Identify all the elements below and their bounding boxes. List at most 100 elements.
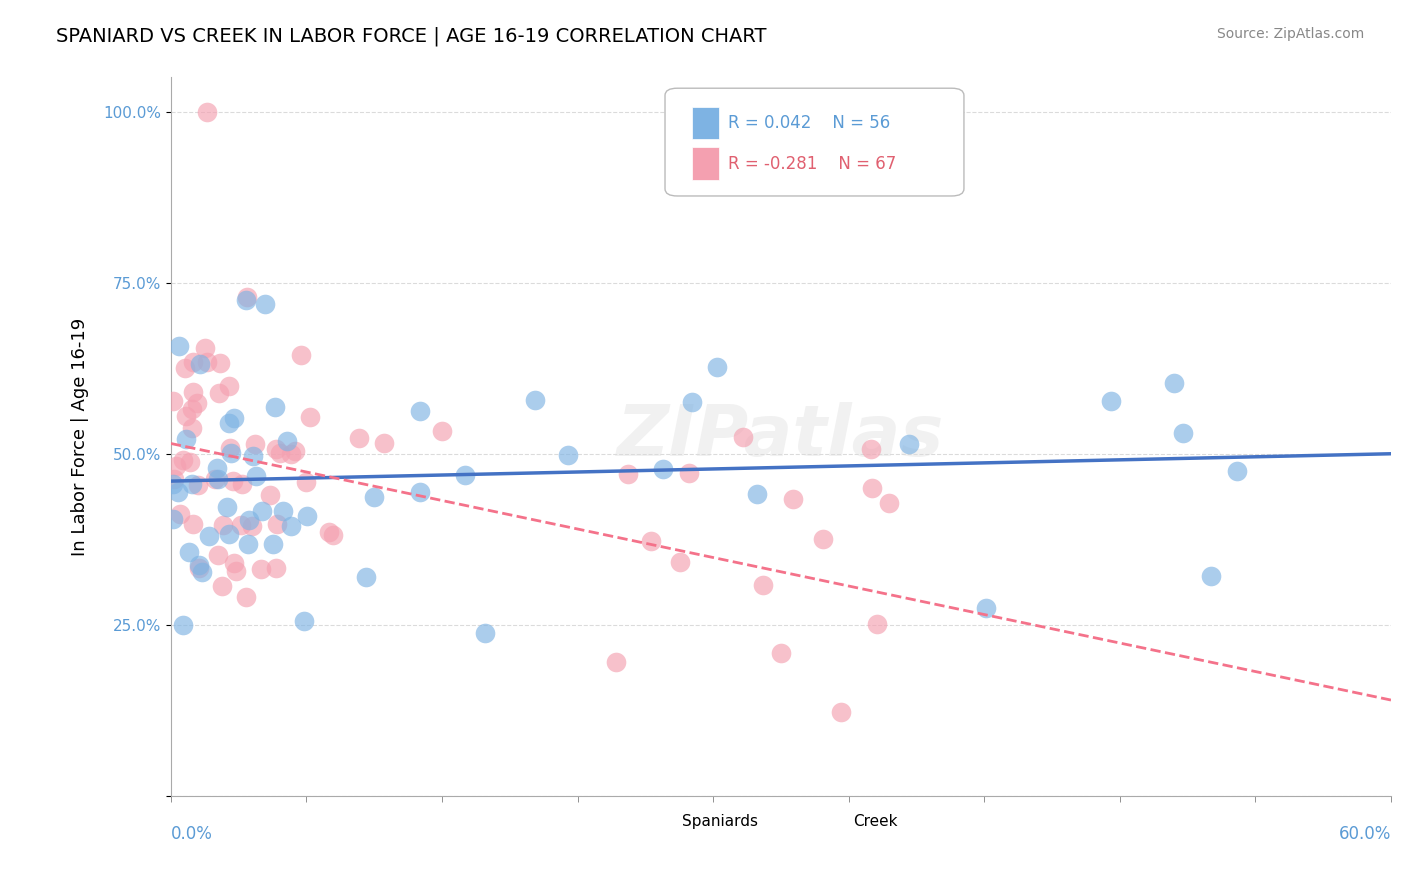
Point (218, 527, 240, 541)
Point (181, 420, 204, 434)
Point (194, 342, 217, 356)
Point (225, 564, 247, 578)
Text: 60.0%: 60.0% (1339, 824, 1391, 843)
Text: SPANIARD VS CREEK IN LABOR FORCE | AGE 16-19 CORRELATION CHART: SPANIARD VS CREEK IN LABOR FORCE | AGE 1… (56, 27, 766, 46)
Point (250, 561, 273, 575)
Point (652, 461, 675, 475)
Point (253, 297, 276, 311)
Point (831, 104, 853, 119)
Point (231, 477, 253, 491)
Point (678, 467, 700, 481)
Point (681, 395, 703, 409)
Point (195, 355, 218, 369)
Point (186, 396, 208, 410)
Point (830, 705, 852, 719)
Point (181, 355, 204, 369)
Point (266, 517, 288, 532)
Point (197, 104, 219, 119)
Point (162, 393, 184, 408)
Point (879, 496, 901, 510)
Point (188, 357, 211, 371)
Point (207, 549, 229, 563)
Point (284, 443, 307, 458)
Point (860, 442, 883, 456)
Point (811, 532, 834, 546)
Point (430, 424, 453, 438)
Point (180, 402, 202, 417)
Point (454, 467, 477, 482)
Point (974, 601, 997, 615)
Point (751, 578, 773, 592)
Point (179, 455, 201, 469)
Point (269, 446, 291, 460)
Point (218, 416, 240, 430)
Point (617, 467, 640, 481)
Point (298, 410, 321, 425)
Point (218, 441, 240, 455)
Point (235, 590, 257, 604)
Point (235, 293, 257, 308)
Point (162, 477, 184, 491)
Point (318, 524, 340, 539)
Point (769, 646, 792, 660)
FancyBboxPatch shape (824, 810, 845, 833)
Point (162, 472, 184, 486)
Point (271, 504, 294, 518)
Point (860, 481, 883, 495)
Text: R = 0.042    N = 56: R = 0.042 N = 56 (728, 113, 891, 132)
Point (187, 478, 209, 492)
Point (280, 447, 302, 461)
Point (212, 517, 235, 532)
Point (1226, 464, 1249, 478)
Text: Spaniards: Spaniards (682, 814, 758, 830)
Point (165, 459, 187, 474)
Point (363, 491, 385, 505)
Point (347, 430, 370, 444)
Point (208, 385, 231, 400)
Point (295, 509, 318, 524)
Point (172, 618, 194, 632)
Point (897, 437, 920, 451)
Point (290, 348, 312, 362)
Point (295, 475, 318, 490)
Point (167, 485, 190, 500)
Point (172, 452, 194, 467)
Point (174, 432, 197, 446)
Point (198, 529, 221, 543)
Point (706, 360, 728, 375)
Point (224, 411, 246, 425)
Point (292, 614, 315, 628)
Point (264, 401, 287, 415)
Point (222, 557, 245, 571)
Point (240, 518, 263, 533)
Point (640, 533, 662, 548)
Point (205, 460, 228, 475)
Point (187, 558, 209, 572)
Point (222, 474, 245, 488)
Point (866, 617, 889, 632)
Point (262, 537, 284, 551)
Point (180, 477, 202, 491)
Point (215, 500, 238, 514)
Point (264, 561, 287, 575)
Point (207, 472, 229, 486)
Point (474, 625, 496, 640)
Point (747, 487, 769, 501)
Point (1163, 376, 1185, 390)
Point (242, 449, 264, 463)
Text: Source: ZipAtlas.com: Source: ZipAtlas.com (1216, 27, 1364, 41)
Point (219, 446, 242, 460)
Point (605, 655, 627, 669)
Point (188, 561, 211, 575)
Point (245, 469, 267, 483)
Point (409, 484, 432, 499)
Point (218, 379, 240, 393)
Point (259, 488, 281, 502)
Text: Creek: Creek (853, 814, 897, 830)
Point (177, 545, 200, 559)
Point (373, 435, 395, 450)
Point (167, 339, 190, 353)
Point (1099, 394, 1122, 409)
Point (250, 504, 273, 518)
Y-axis label: In Labor Force | Age 16-19: In Labor Force | Age 16-19 (72, 318, 89, 556)
